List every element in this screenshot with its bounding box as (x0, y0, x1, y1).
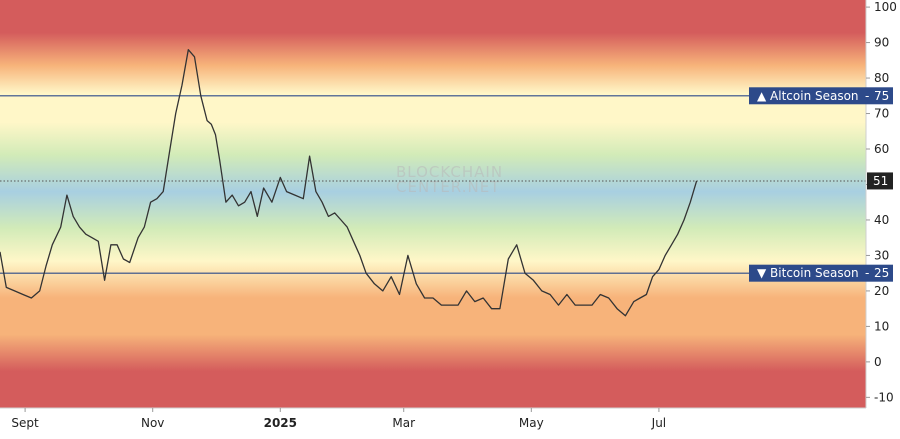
x-axis: Sept Nov 2025 Mar May Jul (11, 408, 666, 430)
y-tick-label-4: 60 (874, 142, 889, 156)
y-axis-area (866, 0, 900, 439)
y-tick-label-1: 90 (874, 36, 889, 50)
watermark: BLOCKCHAIN CENTER.NET (396, 163, 503, 196)
x-tick-label-5: Jul (651, 416, 666, 430)
series-line (0, 49, 698, 317)
watermark-line-1: BLOCKCHAIN (396, 163, 503, 181)
y-tick-label-10: 0 (874, 355, 882, 369)
threshold-badge-1: ▼ Bitcoin Season -25 (749, 264, 893, 282)
y-tick-label-3: 70 (874, 107, 889, 121)
watermark-line-2: CENTER.NET (396, 178, 500, 196)
threshold-badge-label-1: ▼ Bitcoin Season (757, 266, 859, 280)
y-tick-label-11: -10 (874, 390, 894, 404)
threshold-badge-dash-0: - (865, 89, 869, 103)
y-tick-label-9: 10 (874, 319, 889, 333)
current-value-badge-label: 51 (873, 174, 888, 188)
threshold-badge-label-0: ▲ Altcoin Season (757, 89, 859, 103)
x-tick-label-2: 2025 (264, 416, 297, 430)
threshold-badge-bg-0 (749, 87, 893, 105)
current-value-badge-bg (867, 172, 893, 190)
x-tick-label-1: Nov (141, 416, 164, 430)
current-value-badge: 51 (867, 172, 893, 190)
threshold-badge-value-0: 75 (874, 89, 889, 103)
threshold-badge-dash-1: - (865, 266, 869, 280)
plot-background (0, 0, 866, 408)
threshold-lines (0, 95, 866, 274)
threshold-badge-bg-1 (749, 264, 893, 282)
y-tick-label-2: 80 (874, 71, 889, 85)
threshold-badge-0: ▲ Altcoin Season -75 (749, 87, 893, 105)
y-tick-label-7: 30 (874, 248, 889, 262)
y-tick-label-8: 20 (874, 284, 889, 298)
x-tick-label-0: Sept (11, 416, 39, 430)
y-tick-label-6: 40 (874, 213, 889, 227)
y-axis: 1009080706050403020100-10 (866, 0, 897, 404)
y-tick-label-0: 100 (874, 0, 897, 14)
x-tick-label-4: May (519, 416, 544, 430)
threshold-badge-value-1: 25 (874, 266, 889, 280)
x-tick-label-3: Mar (392, 416, 415, 430)
x-axis-area (0, 408, 900, 439)
